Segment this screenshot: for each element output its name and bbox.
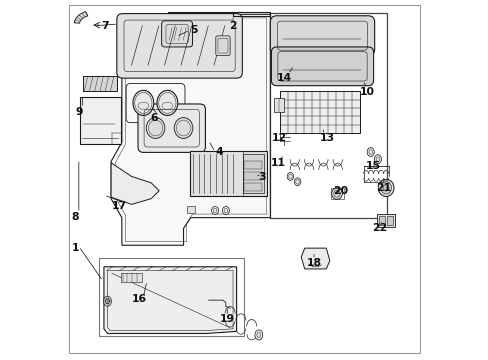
Bar [244,183,261,191]
Text: 15: 15 [365,161,380,171]
FancyBboxPatch shape [271,47,373,86]
Text: 21: 21 [375,183,390,193]
Text: 17: 17 [112,201,127,211]
Bar [243,154,264,193]
Text: 16: 16 [132,294,147,304]
Bar [376,214,394,226]
Bar [270,13,386,218]
Text: 12: 12 [271,133,286,143]
Text: 13: 13 [319,133,334,143]
FancyBboxPatch shape [270,16,374,55]
Bar [279,91,360,134]
Bar [273,98,284,112]
Bar [190,151,266,196]
Text: 8: 8 [71,212,79,221]
Ellipse shape [286,172,293,180]
Polygon shape [111,14,270,245]
Ellipse shape [378,179,393,197]
Ellipse shape [333,190,340,197]
Text: 3: 3 [257,172,265,182]
Bar [187,206,195,213]
Ellipse shape [331,188,342,199]
Ellipse shape [222,207,229,215]
Bar [244,172,261,180]
Bar [121,273,142,282]
Ellipse shape [146,118,164,138]
Bar [386,216,392,225]
Ellipse shape [103,296,111,306]
Ellipse shape [294,178,300,186]
Text: 4: 4 [215,147,223,157]
FancyBboxPatch shape [138,104,205,152]
Ellipse shape [366,148,373,157]
Text: 1: 1 [71,243,79,253]
Text: 19: 19 [219,314,234,324]
Text: 20: 20 [332,186,347,197]
Ellipse shape [211,207,218,215]
Text: 5: 5 [190,25,198,35]
Text: 7: 7 [102,21,109,31]
Text: 6: 6 [150,113,158,123]
Text: 14: 14 [277,73,292,83]
Ellipse shape [383,185,388,191]
Text: 2: 2 [229,21,236,31]
Polygon shape [74,12,88,23]
Bar [244,161,261,169]
Ellipse shape [380,182,391,194]
Text: 9: 9 [75,107,82,117]
Bar [378,216,385,225]
FancyBboxPatch shape [215,36,230,55]
Polygon shape [104,267,236,333]
FancyBboxPatch shape [162,21,192,47]
Polygon shape [111,163,159,204]
Ellipse shape [373,155,381,164]
Bar [99,258,244,336]
Ellipse shape [254,330,262,340]
Ellipse shape [133,90,153,116]
Text: 18: 18 [306,258,321,268]
Bar [80,97,121,144]
Ellipse shape [174,118,192,138]
Bar [83,76,117,91]
Polygon shape [301,248,329,269]
FancyBboxPatch shape [117,14,242,78]
Ellipse shape [157,90,178,116]
Text: 22: 22 [372,224,387,233]
Text: 10: 10 [359,87,374,97]
Text: 11: 11 [270,158,285,168]
Bar [330,188,343,199]
